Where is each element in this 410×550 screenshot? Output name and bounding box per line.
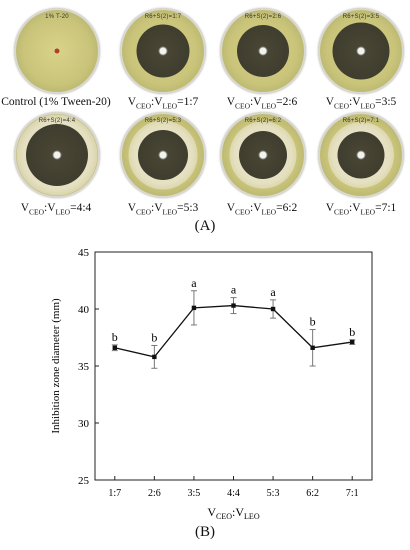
dish-caption: VCEO:VLEO=5:3 — [127, 202, 199, 217]
petri-dish: R6+S(2)=7:1 — [318, 112, 404, 198]
x-tick-label: 3:5 — [188, 488, 201, 499]
petri-dish: 1% T-20 — [14, 8, 100, 94]
significance-letter: a — [270, 285, 276, 299]
significance-letter: b — [310, 315, 316, 329]
well-hole — [356, 150, 366, 160]
data-point — [350, 339, 355, 345]
dish-caption: VCEO:VLEO=7:1 — [325, 202, 397, 217]
dish-caption: VCEO:VLEO=6:2 — [226, 202, 298, 217]
data-point — [310, 345, 315, 350]
significance-letter: a — [191, 276, 197, 290]
panel-a-label: (A) — [194, 218, 216, 234]
x-tick-label: 4:4 — [227, 488, 240, 499]
x-tick-label: 1:7 — [108, 488, 121, 499]
y-tick-label: 40 — [78, 304, 90, 316]
y-tick-label: 35 — [78, 361, 90, 373]
petri-dish: R6+S(2)=4:4 — [14, 112, 100, 198]
y-tick-label: 45 — [78, 247, 90, 259]
x-axis-label: VCEO:VLEO — [207, 505, 259, 521]
data-point — [270, 306, 276, 312]
x-tick-label: 2:6 — [148, 488, 161, 499]
well-hole — [158, 46, 168, 56]
plate-marking: 1% T-20 — [45, 14, 69, 20]
dish-caption: VCEO:VLEO=3:5 — [325, 96, 397, 111]
x-tick-label: 6:2 — [306, 488, 319, 499]
dish-caption: VCEO:VLEO=1:7 — [127, 96, 199, 111]
petri-dish: R6+S(2)=6:2 — [220, 112, 306, 198]
petri-dish: R6+S(2)=1:7 — [120, 8, 206, 94]
dish-caption: VCEO:VLEO=2:6 — [226, 96, 298, 111]
x-tick-label: 7:1 — [346, 488, 359, 499]
plate-marking: R6+S(2)=3:5 — [342, 14, 380, 20]
significance-letter: a — [231, 283, 237, 297]
plate-marking: R6+S(2)=6:2 — [244, 118, 282, 124]
y-axis-label: Inhibition zone diameter (mm) — [50, 298, 62, 434]
plate-marking: R6+S(2)=7:1 — [342, 118, 380, 124]
dish-caption: Control (1% Tween-20) — [1, 96, 111, 108]
significance-letter: b — [151, 330, 157, 344]
well-hole — [356, 46, 366, 56]
plate-marking: R6+S(2)=5:3 — [144, 118, 182, 124]
data-point — [112, 345, 117, 350]
well-hole — [258, 46, 268, 56]
y-tick-label: 30 — [78, 418, 90, 430]
data-point — [152, 354, 157, 360]
dish-caption: VCEO:VLEO=4:4 — [20, 202, 92, 217]
data-point — [231, 303, 236, 308]
well-hole — [52, 150, 62, 160]
x-tick-label: 5:3 — [267, 488, 280, 499]
significance-letter: b — [112, 330, 118, 344]
panel-b-label: (B) — [195, 524, 215, 540]
plate-marking: R6+S(2)=4:4 — [38, 118, 76, 124]
y-tick-label: 25 — [78, 475, 90, 487]
inhibition-zone-chart: 25 30 35 40 45 1:7 2:6 3:5 4:4 5:3 6:2 7:1 Inhibitio… — [50, 247, 373, 521]
petri-dish: R6+S(2)=2:6 — [220, 8, 306, 94]
petri-dish: R6+S(2)=5:3 — [120, 112, 206, 198]
plate-marking: R6+S(2)=1:7 — [144, 14, 182, 20]
data-point — [191, 305, 197, 311]
well-hole — [158, 150, 168, 160]
significance-letter: b — [349, 325, 355, 339]
petri-dish: R6+S(2)=3:5 — [318, 8, 404, 94]
sample-dot — [54, 48, 60, 54]
well-hole — [258, 150, 268, 160]
plate-marking: R6+S(2)=2:6 — [244, 14, 282, 20]
